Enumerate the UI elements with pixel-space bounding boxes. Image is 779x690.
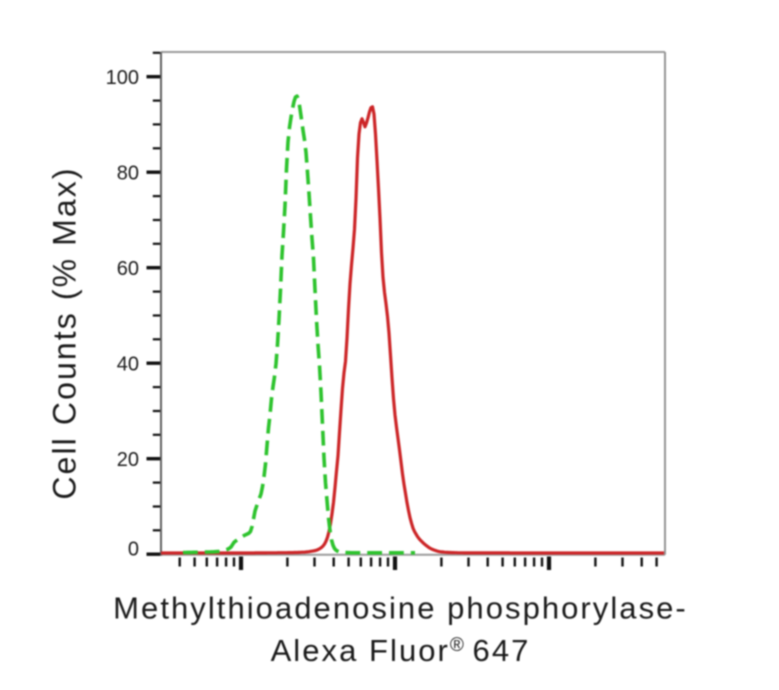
svg-text:60: 60 [117,258,139,280]
svg-text:20: 20 [117,449,139,471]
svg-text:0: 0 [128,538,139,560]
svg-text:40: 40 [117,354,139,376]
svg-text:100: 100 [106,67,139,89]
svg-text:80: 80 [117,163,139,185]
svg-text:Cell Counts (% Max): Cell Counts (% Max) [47,166,83,499]
svg-text:Alexa Fluor® 647: Alexa Fluor® 647 [271,633,531,668]
svg-text:Methylthioadenosine phosphoryl: Methylthioadenosine phosphorylase- [113,591,688,626]
